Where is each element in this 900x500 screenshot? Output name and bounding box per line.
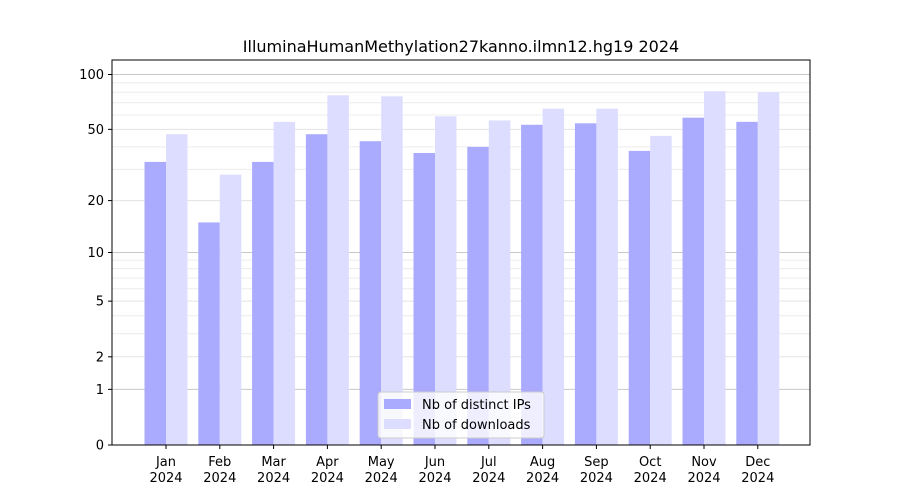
bar-downloads (273, 121, 296, 445)
x-tick-label-year: 2024 (687, 471, 720, 486)
x-tick-label-month: Jan (155, 455, 176, 470)
x-tick-label-year: 2024 (634, 471, 667, 486)
x-tick-label-month: Jun (424, 455, 445, 470)
bar-distinct-ips (198, 222, 220, 445)
bar-downloads (381, 96, 403, 445)
bar-distinct-ips (413, 152, 435, 446)
legend-box (377, 391, 545, 439)
y-tick-label: 20 (87, 194, 104, 209)
bar-distinct-ips (682, 117, 704, 445)
x-tick-label-year: 2024 (526, 471, 559, 486)
x-tick-label-year: 2024 (149, 471, 182, 486)
x-tick-label-year: 2024 (365, 471, 398, 486)
chart-title: IlluminaHumanMethylation27kanno.ilmn12.h… (243, 37, 679, 56)
bar-downloads (327, 95, 349, 445)
y-tick-label: 10 (87, 246, 104, 261)
x-tick-label-month: May (368, 455, 395, 470)
x-tick-label-year: 2024 (472, 471, 505, 486)
bar-downloads (435, 116, 457, 445)
legend-swatch (384, 399, 411, 409)
bar-downloads (704, 91, 726, 445)
x-tick-label-year: 2024 (257, 471, 290, 486)
bar-distinct-ips (736, 121, 758, 445)
bar-downloads (757, 92, 780, 445)
x-tick-label-month: Feb (208, 455, 231, 470)
legend: Nb of distinct IPs Nb of downloads (377, 391, 545, 439)
bar-downloads (596, 108, 618, 445)
bar-distinct-ips (359, 141, 382, 445)
bar-downloads (488, 120, 511, 446)
x-tick-label-year: 2024 (203, 471, 236, 486)
bar-distinct-ips (252, 161, 274, 445)
bar-distinct-ips (521, 124, 543, 446)
bar-distinct-ips (628, 150, 651, 445)
y-tick-label: 5 (96, 295, 104, 310)
bar-distinct-ips (467, 146, 489, 445)
y-tick-label: 2 (96, 350, 104, 365)
x-tick-label-month: Mar (261, 455, 286, 470)
y-tick-label: 1 (96, 383, 104, 398)
bar-downloads (542, 108, 565, 445)
bar-downloads (219, 174, 242, 445)
legend-label: Nb of downloads (422, 418, 531, 433)
x-axis: Jan2024Feb2024Mar2024Apr2024May2024Jun20… (149, 445, 774, 486)
x-tick-label-month: Jul (480, 455, 497, 470)
x-tick-label-month: Dec (745, 455, 770, 470)
bar-downloads (650, 135, 672, 446)
x-tick-label-year: 2024 (741, 471, 774, 486)
x-tick-label-month: Sep (584, 455, 609, 470)
x-tick-label-year: 2024 (311, 471, 344, 486)
bar-distinct-ips (144, 161, 166, 445)
legend-label: Nb of distinct IPs (422, 398, 531, 413)
bar-distinct-ips (305, 134, 328, 445)
x-tick-label-month: Nov (691, 455, 717, 470)
y-tick-label: 100 (79, 68, 104, 83)
y-axis: 0 1 2 5 10 20 50 100 (79, 68, 112, 454)
y-tick-label: 50 (87, 123, 104, 138)
x-tick-label-month: Apr (316, 455, 339, 470)
x-tick-label-year: 2024 (580, 471, 613, 486)
x-tick-label-month: Aug (530, 455, 555, 470)
bars (144, 91, 780, 446)
x-tick-label-year: 2024 (418, 471, 451, 486)
bar-distinct-ips (574, 123, 597, 446)
bar-downloads (166, 134, 188, 445)
legend-swatch (384, 419, 411, 429)
x-tick-label-month: Oct (639, 455, 661, 470)
y-tick-label: 0 (96, 439, 104, 454)
